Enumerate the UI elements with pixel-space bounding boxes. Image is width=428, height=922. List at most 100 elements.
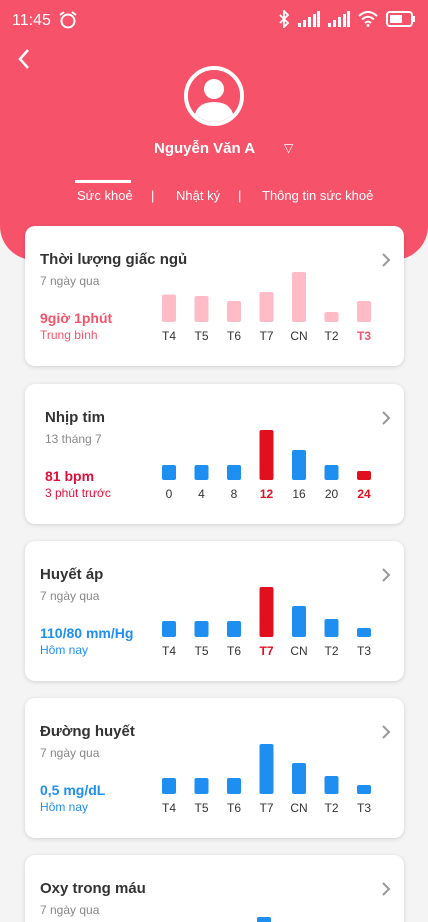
dropdown-triangle-icon[interactable]: ▽	[284, 141, 294, 155]
blood-pressure-chart: T4 T5 T6 T7 CN T2 T3	[161, 581, 381, 661]
chart-tick-label: 16	[292, 487, 306, 501]
chart-tick-label: 24	[357, 487, 371, 501]
card-value: 9giờ 1phút	[40, 310, 113, 326]
avatar[interactable]	[184, 66, 244, 126]
chart-bar	[194, 296, 209, 322]
bar-chart-svg: 0 4 8 12 16 20 24	[162, 430, 371, 501]
chart-bar	[292, 450, 306, 480]
heart-rate-card[interactable]: Nhịp tim 13 tháng 7 81 bpm 3 phút trước …	[25, 384, 404, 524]
card-title: Đường huyết	[40, 723, 135, 740]
bar-chart-svg: T4 T5 T6 T7 CN T2 T3	[162, 272, 371, 343]
chart-tick-label: 8	[231, 487, 238, 501]
chart-bar	[227, 465, 241, 480]
chart-tick-label: T4	[162, 644, 176, 658]
bar-chart-svg: T4 T5 T6 T7 CN T2 T3	[162, 744, 371, 815]
profile-header: 11:45	[0, 0, 428, 260]
chart-tick-label: T4	[162, 801, 176, 815]
card-value-caption: Hôm nay	[40, 643, 89, 657]
signal-icon	[298, 11, 320, 27]
chart-tick-label: T6	[227, 801, 241, 815]
chart-bar	[324, 465, 339, 480]
chart-bar-peek	[257, 917, 271, 922]
chart-tick-label: T5	[194, 644, 208, 658]
chart-bar	[227, 621, 241, 637]
chart-bar	[162, 778, 176, 794]
chart-tick-label: CN	[290, 644, 307, 658]
bar-chart-svg: T4 T5 T6 T7 CN T2 T3	[162, 587, 371, 658]
card-value: 0,5 mg/dL	[40, 782, 106, 798]
tab-health[interactable]: Sức khoẻ	[77, 188, 133, 203]
chart-bar	[227, 778, 241, 794]
tab-bar: Sức khoẻ | Nhật ký | Thông tin sức khoẻ	[0, 184, 428, 214]
sleep-card[interactable]: Thời lượng giấc ngủ 7 ngày qua 9giờ 1phú…	[25, 226, 404, 366]
card-value-caption: Trung bình	[40, 328, 98, 342]
battery-icon	[386, 11, 416, 27]
chart-bar	[292, 763, 306, 794]
chart-bar	[162, 621, 176, 637]
chart-tick-label: T3	[357, 644, 371, 658]
chart-bar	[259, 587, 274, 637]
chart-bar	[194, 621, 209, 637]
blood-sugar-card[interactable]: Đường huyết 7 ngày qua 0,5 mg/dL Hôm nay…	[25, 698, 404, 838]
card-title: Nhịp tim	[45, 409, 105, 426]
chart-tick-label: T7	[259, 644, 273, 658]
user-name: Nguyễn Văn A	[154, 140, 256, 157]
chart-bar	[162, 465, 176, 480]
chart-tick-label: T2	[324, 644, 338, 658]
chart-bar	[357, 785, 371, 794]
chart-bar	[324, 312, 339, 322]
chevron-right-icon	[380, 410, 392, 426]
card-value-caption: Hôm nay	[40, 800, 89, 814]
card-value-caption: 3 phút trước	[45, 486, 111, 500]
chart-bar	[227, 301, 241, 322]
card-subtitle: 13 tháng 7	[45, 432, 102, 446]
card-subtitle: 7 ngày qua	[40, 746, 100, 760]
chart-bar	[162, 294, 176, 322]
tab-journal[interactable]: Nhật ký	[176, 188, 221, 203]
chart-tick-label: CN	[290, 801, 307, 815]
chart-tick-label: 4	[198, 487, 205, 501]
tab-divider: |	[151, 188, 155, 203]
card-title: Huyết áp	[40, 566, 104, 583]
chart-bar	[194, 778, 209, 794]
chevron-right-icon	[380, 881, 392, 897]
chart-bar	[357, 471, 371, 480]
chart-bar	[357, 301, 371, 322]
chart-tick-label: T6	[227, 644, 241, 658]
sleep-chart: T4 T5 T6 T7 CN T2 T3	[161, 266, 381, 346]
back-icon[interactable]	[14, 46, 34, 72]
card-subtitle: 7 ngày qua	[40, 903, 100, 917]
status-bar: 11:45	[0, 0, 428, 40]
signal-icon	[328, 11, 350, 27]
chart-tick-label: T5	[194, 801, 208, 815]
card-subtitle: 7 ngày qua	[40, 589, 100, 603]
chart-bar	[259, 292, 274, 322]
blood-pressure-card[interactable]: Huyết áp 7 ngày qua 110/80 mm/Hg Hôm nay…	[25, 541, 404, 681]
chart-bar	[324, 776, 339, 794]
card-value: 110/80 mm/Hg	[40, 625, 134, 641]
chart-bar	[194, 465, 209, 480]
active-tab-indicator	[75, 180, 131, 183]
chart-bar	[259, 430, 274, 480]
chevron-right-icon	[380, 252, 392, 268]
card-value: 81 bpm	[45, 468, 95, 484]
status-time: 11:45	[12, 12, 51, 29]
chart-tick-label: T2	[324, 801, 338, 815]
blood-oxygen-card[interactable]: Oxy trong máu 7 ngày qua	[25, 855, 404, 922]
tab-health-info[interactable]: Thông tin sức khoẻ	[262, 188, 374, 203]
alarm-icon	[58, 10, 78, 30]
chart-tick-label: 20	[325, 487, 339, 501]
chart-tick-label: T2	[324, 329, 338, 343]
chart-bar	[292, 272, 306, 322]
chart-tick-label: T6	[227, 329, 241, 343]
bluetooth-icon	[278, 10, 290, 28]
chart-tick-label: T3	[357, 329, 371, 343]
blood-sugar-chart: T4 T5 T6 T7 CN T2 T3	[161, 738, 381, 818]
wifi-icon	[358, 11, 378, 27]
chart-tick-label: T7	[259, 801, 273, 815]
card-title: Oxy trong máu	[40, 880, 146, 897]
heart-rate-chart: 0 4 8 12 16 20 24	[161, 424, 381, 504]
tab-divider: |	[238, 188, 242, 203]
user-icon	[188, 70, 240, 122]
chevron-right-icon	[380, 724, 392, 740]
